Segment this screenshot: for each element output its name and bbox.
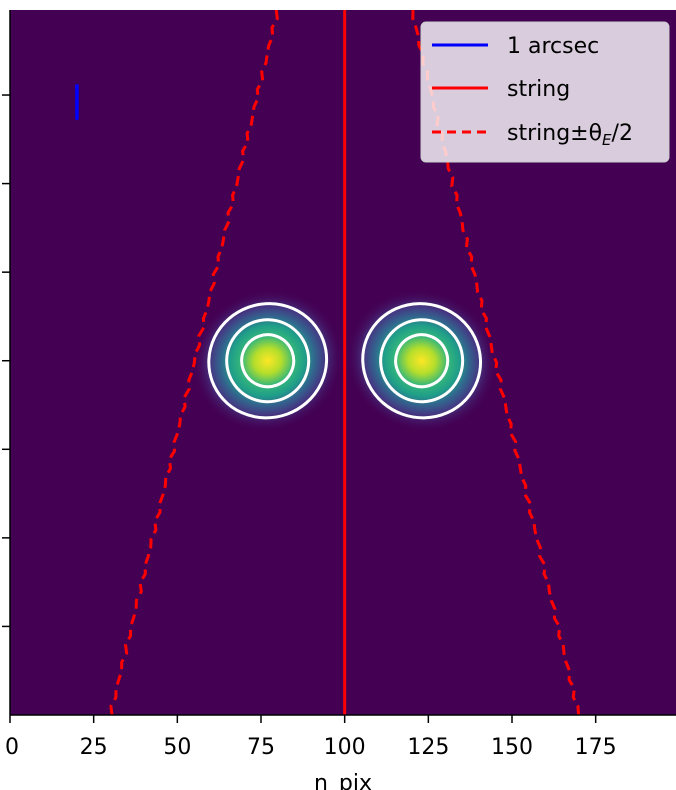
string-band-right [411, 10, 581, 715]
image-right-contour-1 [361, 302, 483, 420]
x-tick-label-125: 125 [407, 735, 449, 760]
legend-label-arcsec: 1 arcsec [507, 34, 599, 59]
x-tick-label-150: 150 [491, 735, 533, 760]
image-right [346, 290, 497, 432]
legend-label-string-band-main: string±θ [507, 121, 602, 146]
image-left-contour-1 [207, 302, 329, 420]
legend-label-string-band-suffix: /2 [612, 121, 633, 146]
x-tick-label-175: 175 [575, 735, 617, 760]
x-tick-label-0: 0 [5, 735, 19, 760]
image-left-contour-3 [240, 333, 296, 389]
legend-label-string-band: string±θE/2 [507, 121, 633, 149]
image-left [192, 290, 344, 432]
x-tick-label-50: 50 [163, 735, 191, 760]
image-right-contour-2 [379, 318, 465, 404]
image-left-glow [192, 290, 344, 432]
string-band-left [109, 10, 279, 715]
x-tick-label-100: 100 [324, 735, 366, 760]
image-right-contour-3 [394, 333, 450, 389]
legend-label-string-band-sub: E [602, 131, 612, 149]
image-right-glow [346, 290, 497, 432]
x-tick-label-25: 25 [80, 735, 108, 760]
legend-label-string: string [507, 77, 570, 102]
plot-area [75, 10, 581, 715]
legend: 1 arcsec string string±θE/2 [420, 21, 670, 163]
legend-box [420, 21, 670, 163]
axes: 0 25 50 75 100 125 150 175 [2, 94, 617, 760]
x-tick-label-75: 75 [247, 735, 275, 760]
x-axis-label: n_pix [314, 771, 372, 790]
image-left-contour-2 [225, 318, 311, 404]
